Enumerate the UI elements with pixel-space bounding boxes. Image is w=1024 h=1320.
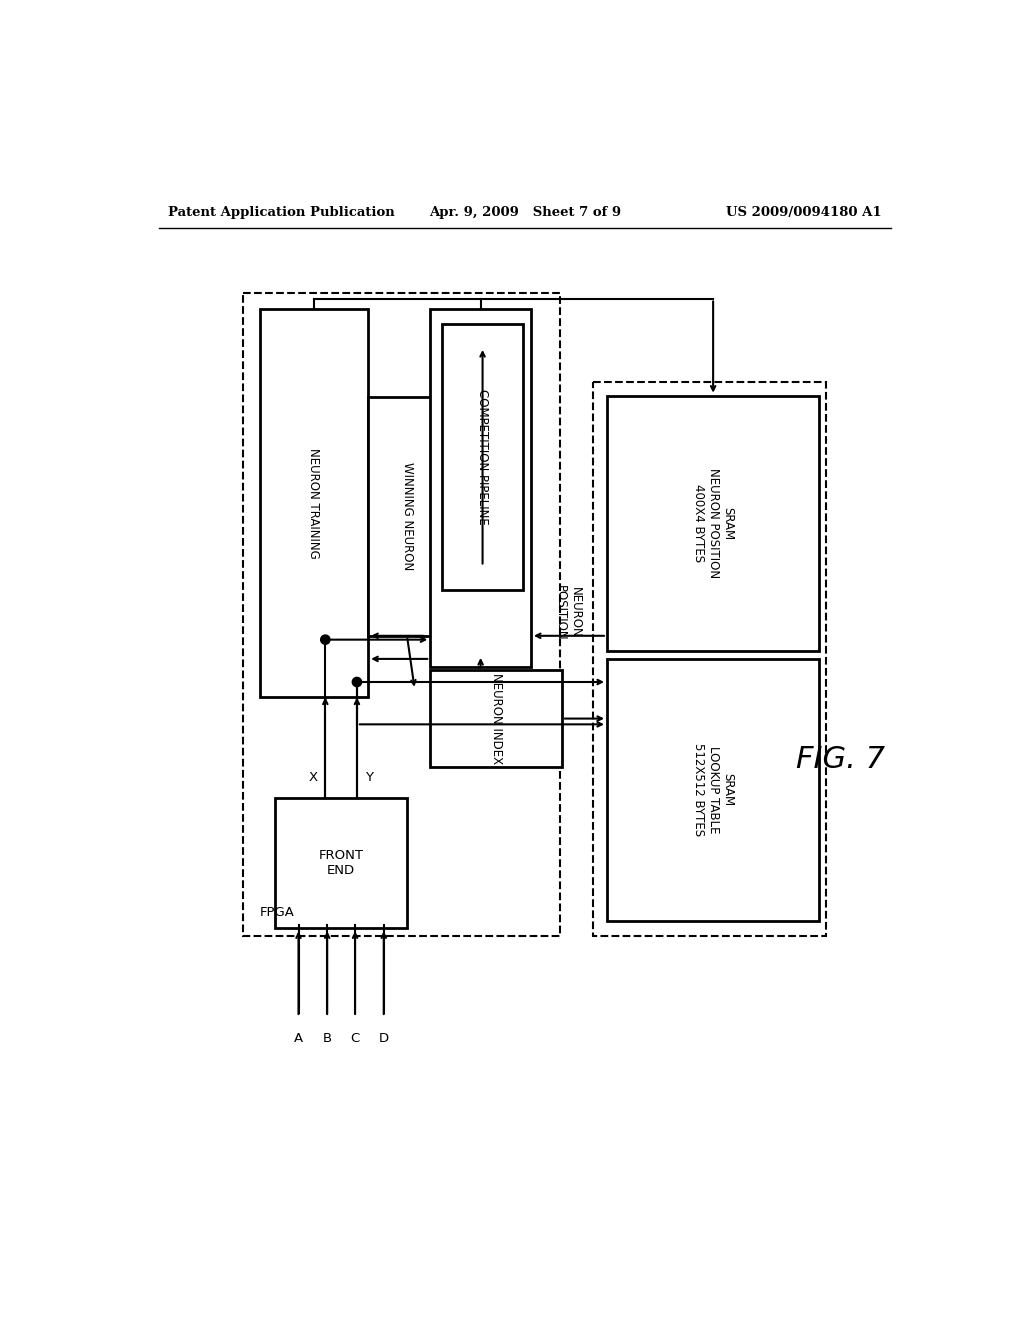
Text: Apr. 9, 2009   Sheet 7 of 9: Apr. 9, 2009 Sheet 7 of 9 (429, 206, 621, 219)
Circle shape (321, 635, 330, 644)
Bar (275, 797, 407, 928)
Bar (430, 671, 562, 767)
Text: WINNING NEURON: WINNING NEURON (400, 462, 414, 570)
Bar (369, 397, 445, 636)
Text: Patent Application Publication: Patent Application Publication (168, 206, 395, 219)
Text: X: X (308, 771, 317, 784)
Bar (430, 309, 531, 667)
Text: NEURON TRAINING: NEURON TRAINING (307, 447, 321, 558)
Text: NEURON
POSITION: NEURON POSITION (553, 585, 582, 640)
Text: SRAM
NEURON POSITION
400X4 BYTES: SRAM NEURON POSITION 400X4 BYTES (691, 469, 734, 578)
Bar (243, 293, 560, 936)
Text: FRONT
END: FRONT END (318, 849, 364, 876)
Bar (593, 381, 825, 936)
Text: SRAM
LOOKUP TABLE
512X512 BYTES: SRAM LOOKUP TABLE 512X512 BYTES (691, 743, 734, 837)
Circle shape (352, 677, 361, 686)
Text: NEURON INDEX: NEURON INDEX (489, 673, 503, 764)
Text: FIG. 7: FIG. 7 (797, 744, 886, 774)
Text: FPGA: FPGA (260, 906, 295, 919)
Text: US 2009/0094180 A1: US 2009/0094180 A1 (726, 206, 882, 219)
Bar (442, 323, 523, 590)
Text: Y: Y (366, 771, 374, 784)
Text: C: C (350, 1032, 359, 1045)
Bar (260, 309, 369, 697)
Bar (607, 396, 819, 651)
Bar (607, 659, 819, 921)
Text: B: B (323, 1032, 332, 1045)
Text: A: A (294, 1032, 303, 1045)
Text: COMPETITION PIPELINE: COMPETITION PIPELINE (476, 389, 489, 524)
Text: D: D (379, 1032, 389, 1045)
